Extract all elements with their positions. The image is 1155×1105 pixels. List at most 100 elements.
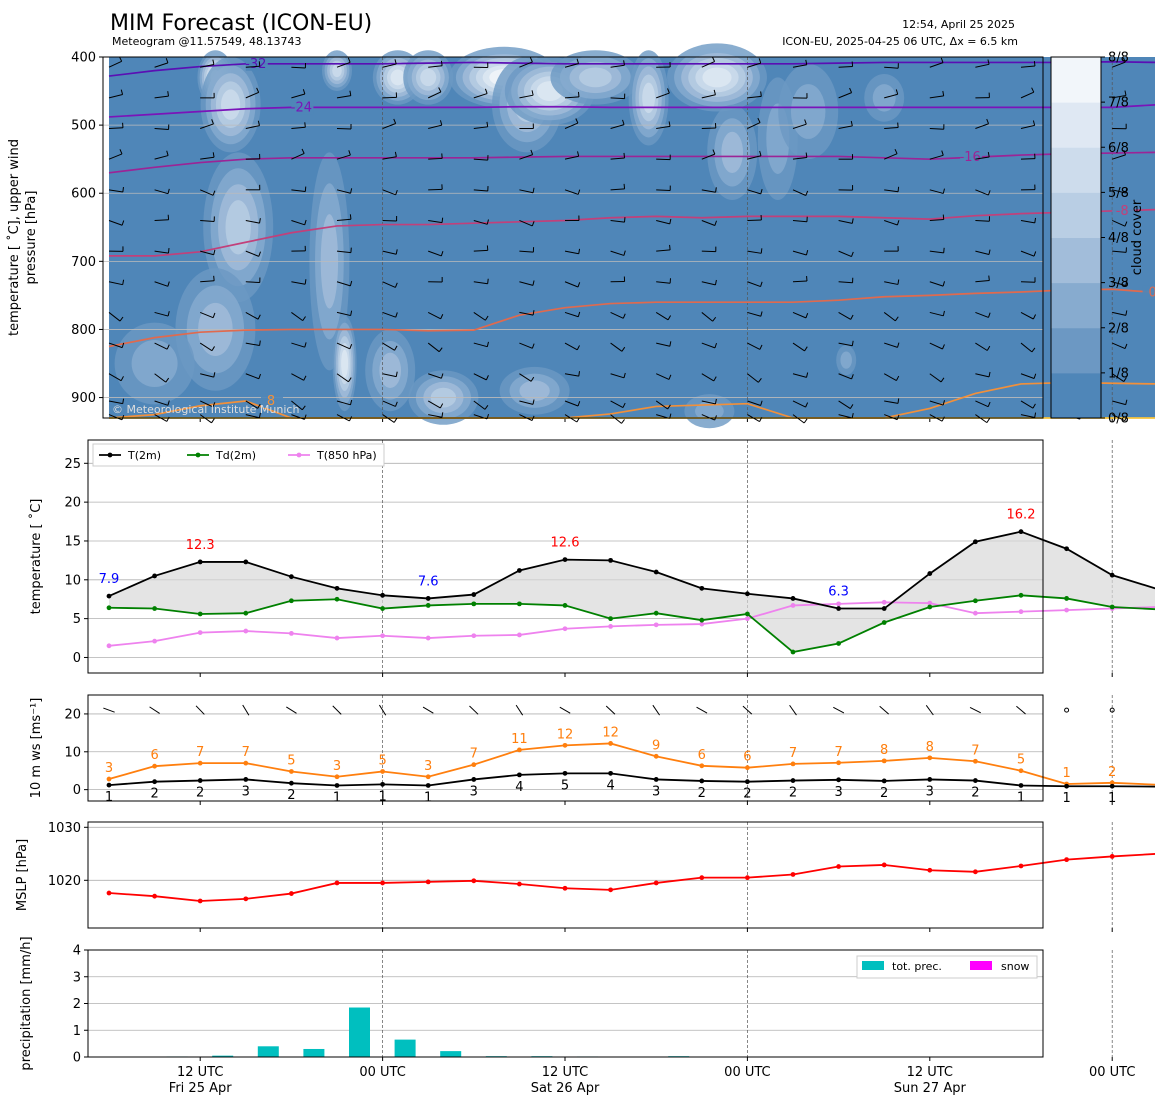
wind-barb-flag: [347, 57, 351, 63]
t2m-point: [334, 585, 340, 591]
wind-barb-flag: [577, 189, 581, 195]
wind-barb-flag: [1125, 280, 1128, 286]
wind-barb: [564, 122, 579, 129]
wind-barb-flag: [484, 405, 489, 410]
cloud-cover-contour: [390, 69, 406, 86]
isotherm-label-bg: [1112, 203, 1135, 218]
wind-barb: [291, 312, 304, 322]
wind-barb-flag: [304, 219, 307, 225]
wind-barb-flag: [212, 312, 216, 318]
wind-barb: [747, 95, 762, 99]
isotherm-label-bg: [1142, 285, 1155, 300]
wind-barb: [975, 373, 990, 378]
wind-barb: [701, 312, 713, 322]
t2m-point: [425, 596, 431, 601]
wind-barb: [792, 156, 807, 160]
wind-barb: [245, 342, 260, 346]
cloud-y-tick-label: 800: [71, 323, 96, 338]
wind-barb-flag: [757, 117, 761, 123]
wind-barb: [473, 189, 488, 192]
wind-barb: [975, 311, 989, 318]
wind-barb: [564, 373, 579, 377]
wind-barb-flag: [942, 400, 945, 406]
surface-wind-barb: [149, 706, 160, 714]
wind-barb-flag: [942, 281, 946, 287]
temperature-y-tick-label: 20: [64, 496, 81, 511]
surface-wind-barb: [103, 707, 115, 713]
windspeed-point: [881, 778, 887, 784]
legend-label-0: T(2m): [127, 449, 161, 462]
surface-wind-barb: [469, 705, 479, 715]
wind-barb: [655, 373, 670, 380]
wind-barb-flag: [304, 414, 307, 420]
temperature-y-tick-label: 0: [73, 651, 81, 666]
mslp-point: [745, 875, 750, 881]
windspeed-value-label: 4: [515, 780, 523, 795]
wind-barb: [473, 126, 488, 130]
wind-barb-flag: [805, 190, 809, 196]
windspeed-value-label: 5: [561, 778, 569, 793]
wind-barb-flag: [167, 400, 170, 406]
wind-barb-flag: [940, 57, 944, 63]
t2m-point: [197, 559, 203, 565]
windspeed-value-label: 1: [1062, 791, 1070, 806]
surface-wind-barb: [286, 706, 297, 714]
wind-barb: [382, 123, 396, 129]
gust-value-label: 7: [789, 746, 797, 761]
wind-barb-flag: [986, 345, 991, 351]
wind-barb: [336, 400, 351, 406]
wind-barb: [975, 189, 989, 196]
wind-barb: [519, 154, 533, 160]
wind-barb-flag: [213, 249, 216, 255]
wind-barb-flag: [165, 58, 169, 64]
wind-barb: [200, 219, 215, 222]
wind-barb: [610, 97, 625, 100]
wind-barb-flag: [119, 316, 124, 322]
t850-point: [243, 628, 249, 634]
wind-barb-flag: [805, 59, 808, 65]
wind-barb: [610, 219, 625, 223]
wind-barb: [428, 65, 443, 68]
wind-barb-flag: [259, 340, 261, 346]
temperature-legend-box: [92, 443, 385, 467]
wind-barb: [838, 400, 851, 410]
wind-barb: [564, 250, 579, 255]
wind-barb: [747, 62, 761, 68]
wind-barb-flag: [258, 373, 261, 379]
wind-barb: [656, 249, 671, 252]
wind-barb-flag: [348, 150, 351, 156]
wind-barb: [747, 342, 761, 350]
wind-barb: [564, 311, 579, 318]
wind-barb: [108, 93, 123, 99]
t2m-point: [699, 585, 705, 591]
x-tick-label-time: 12 UTC: [542, 1065, 588, 1080]
surface-wind-barb: [652, 704, 660, 716]
colorbar-segment: [1051, 192, 1101, 238]
wind-barb-flag: [256, 87, 260, 93]
wind-barb-flag: [484, 88, 488, 94]
t2m-point: [973, 539, 978, 545]
gust-value-label: 3: [105, 761, 113, 776]
wind-barb: [655, 400, 668, 410]
wind-barb-flag: [531, 221, 535, 227]
wind-barb-flag: [348, 377, 352, 383]
t850-point: [790, 603, 796, 608]
wind-barb: [291, 189, 306, 193]
wind-barb: [519, 220, 533, 227]
wind-barb-flag: [394, 151, 397, 157]
wind-barb-flag: [1123, 149, 1126, 156]
t850-point: [881, 599, 887, 605]
wind-barb: [291, 400, 303, 411]
surface-wind-barb: [422, 706, 434, 714]
wind-barb-flag: [623, 372, 626, 378]
wind-barb: [747, 155, 762, 160]
mslp-point: [562, 885, 568, 891]
mslp-frame: [87, 821, 1044, 929]
wind-barb-flag: [211, 346, 215, 351]
td2m-point: [562, 603, 568, 608]
wind-barb: [747, 281, 761, 288]
wind-barb: [564, 155, 579, 160]
gust-value-label: 7: [242, 745, 250, 760]
wind-barb-flag: [349, 416, 353, 422]
wind-barb-flag: [622, 119, 625, 125]
